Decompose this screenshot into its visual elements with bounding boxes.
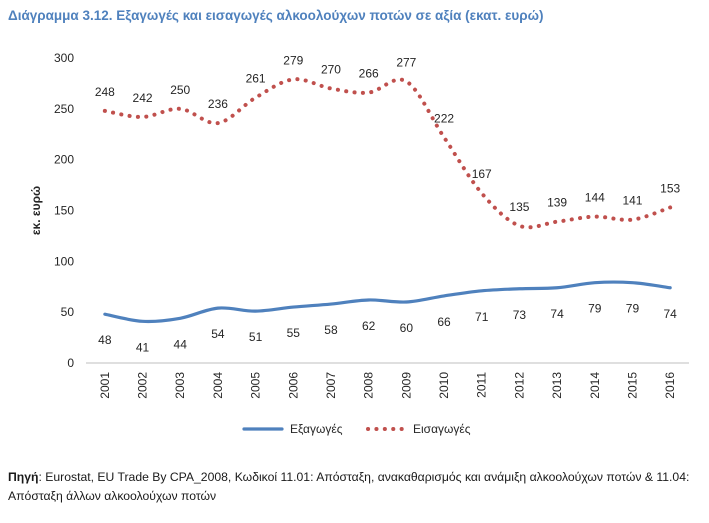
y-tick-label: 100 xyxy=(54,254,74,268)
x-tick-label: 2015 xyxy=(625,372,639,399)
data-label: 58 xyxy=(324,323,338,337)
x-tick-label: 2002 xyxy=(136,372,150,399)
y-tick-label: 300 xyxy=(54,51,74,65)
x-tick-label: 2005 xyxy=(249,372,263,399)
data-label: 277 xyxy=(396,55,416,69)
data-label: 62 xyxy=(362,319,376,333)
x-tick-label: 2013 xyxy=(550,372,564,399)
data-label: 41 xyxy=(136,340,150,354)
data-label: 222 xyxy=(434,111,454,125)
data-label: 236 xyxy=(208,97,228,111)
x-tick-label: 2007 xyxy=(324,372,338,399)
data-label: 74 xyxy=(550,307,564,321)
x-tick-label: 2004 xyxy=(211,372,225,399)
y-tick-label: 0 xyxy=(67,356,74,370)
y-tick-label: 50 xyxy=(61,305,75,319)
source-label: Πηγή xyxy=(8,470,39,484)
x-tick-label: 2001 xyxy=(98,372,112,399)
data-label: 71 xyxy=(475,310,489,324)
data-label: 153 xyxy=(660,181,680,195)
data-label: 44 xyxy=(174,337,188,351)
data-labels: 48 41 44 54 51 55 58 62 60 66 71 73 74 79 79 74 248 242 25… xyxy=(95,53,681,354)
data-label: 79 xyxy=(588,302,602,316)
data-label: 266 xyxy=(359,67,379,81)
x-tick-label: 2014 xyxy=(588,372,602,399)
series-lines xyxy=(102,77,673,324)
data-label: 74 xyxy=(663,307,677,321)
data-label: 141 xyxy=(622,194,642,208)
x-tick-label: 2010 xyxy=(437,372,451,399)
legend: Εξαγωγές Εισαγωγές xyxy=(242,422,471,436)
y-axis-label: εκ. ευρώ xyxy=(29,186,43,235)
data-label: 248 xyxy=(95,85,115,99)
data-label: 242 xyxy=(133,91,153,105)
x-tick-label: 2008 xyxy=(362,372,376,399)
data-label: 48 xyxy=(98,333,112,347)
x-tick-label: 2006 xyxy=(286,372,300,399)
y-tick-label: 150 xyxy=(54,204,74,218)
data-label: 73 xyxy=(513,308,527,322)
y-tick-label: 250 xyxy=(54,102,74,116)
data-label: 167 xyxy=(472,167,492,181)
data-label: 279 xyxy=(283,53,303,67)
data-label: 54 xyxy=(211,327,225,341)
x-tick-label: 2009 xyxy=(399,372,413,399)
data-label: 51 xyxy=(249,330,263,344)
data-label: 79 xyxy=(626,302,640,316)
x-tick-label: 2016 xyxy=(663,372,677,399)
legend-label: Εξαγωγές xyxy=(290,422,343,436)
data-label: 144 xyxy=(585,191,605,205)
data-label: 135 xyxy=(509,200,529,214)
data-label: 139 xyxy=(547,196,567,210)
series-line-imports xyxy=(102,77,673,230)
data-label: 66 xyxy=(437,315,451,329)
x-tick-label: 2011 xyxy=(475,372,489,398)
data-label: 270 xyxy=(321,63,341,77)
chart-title: Διάγραμμα 3.12. Εξαγωγές και εισαγωγές α… xyxy=(8,8,544,23)
series-line-exports xyxy=(103,280,672,324)
x-tick-label: 2012 xyxy=(512,372,526,399)
data-label: 55 xyxy=(287,326,301,340)
data-label: 261 xyxy=(246,72,266,86)
x-tick-label: 2003 xyxy=(173,372,187,399)
source-text: : Eurostat, EU Trade By CPA_2008, Κωδικο… xyxy=(8,470,690,503)
source-note: Πηγή: Eurostat, EU Trade By CPA_2008, Κω… xyxy=(8,468,700,506)
x-axis: 2001 2002 2003 2004 2005 2006 2007 2008 2009 2010… xyxy=(86,362,689,399)
legend-label: Εισαγωγές xyxy=(413,422,471,436)
y-axis: 0 50 100 150 200 250 300 εκ. ευρώ xyxy=(29,51,74,370)
data-label: 250 xyxy=(170,83,190,97)
data-label: 60 xyxy=(400,321,414,335)
y-tick-label: 200 xyxy=(54,153,74,167)
